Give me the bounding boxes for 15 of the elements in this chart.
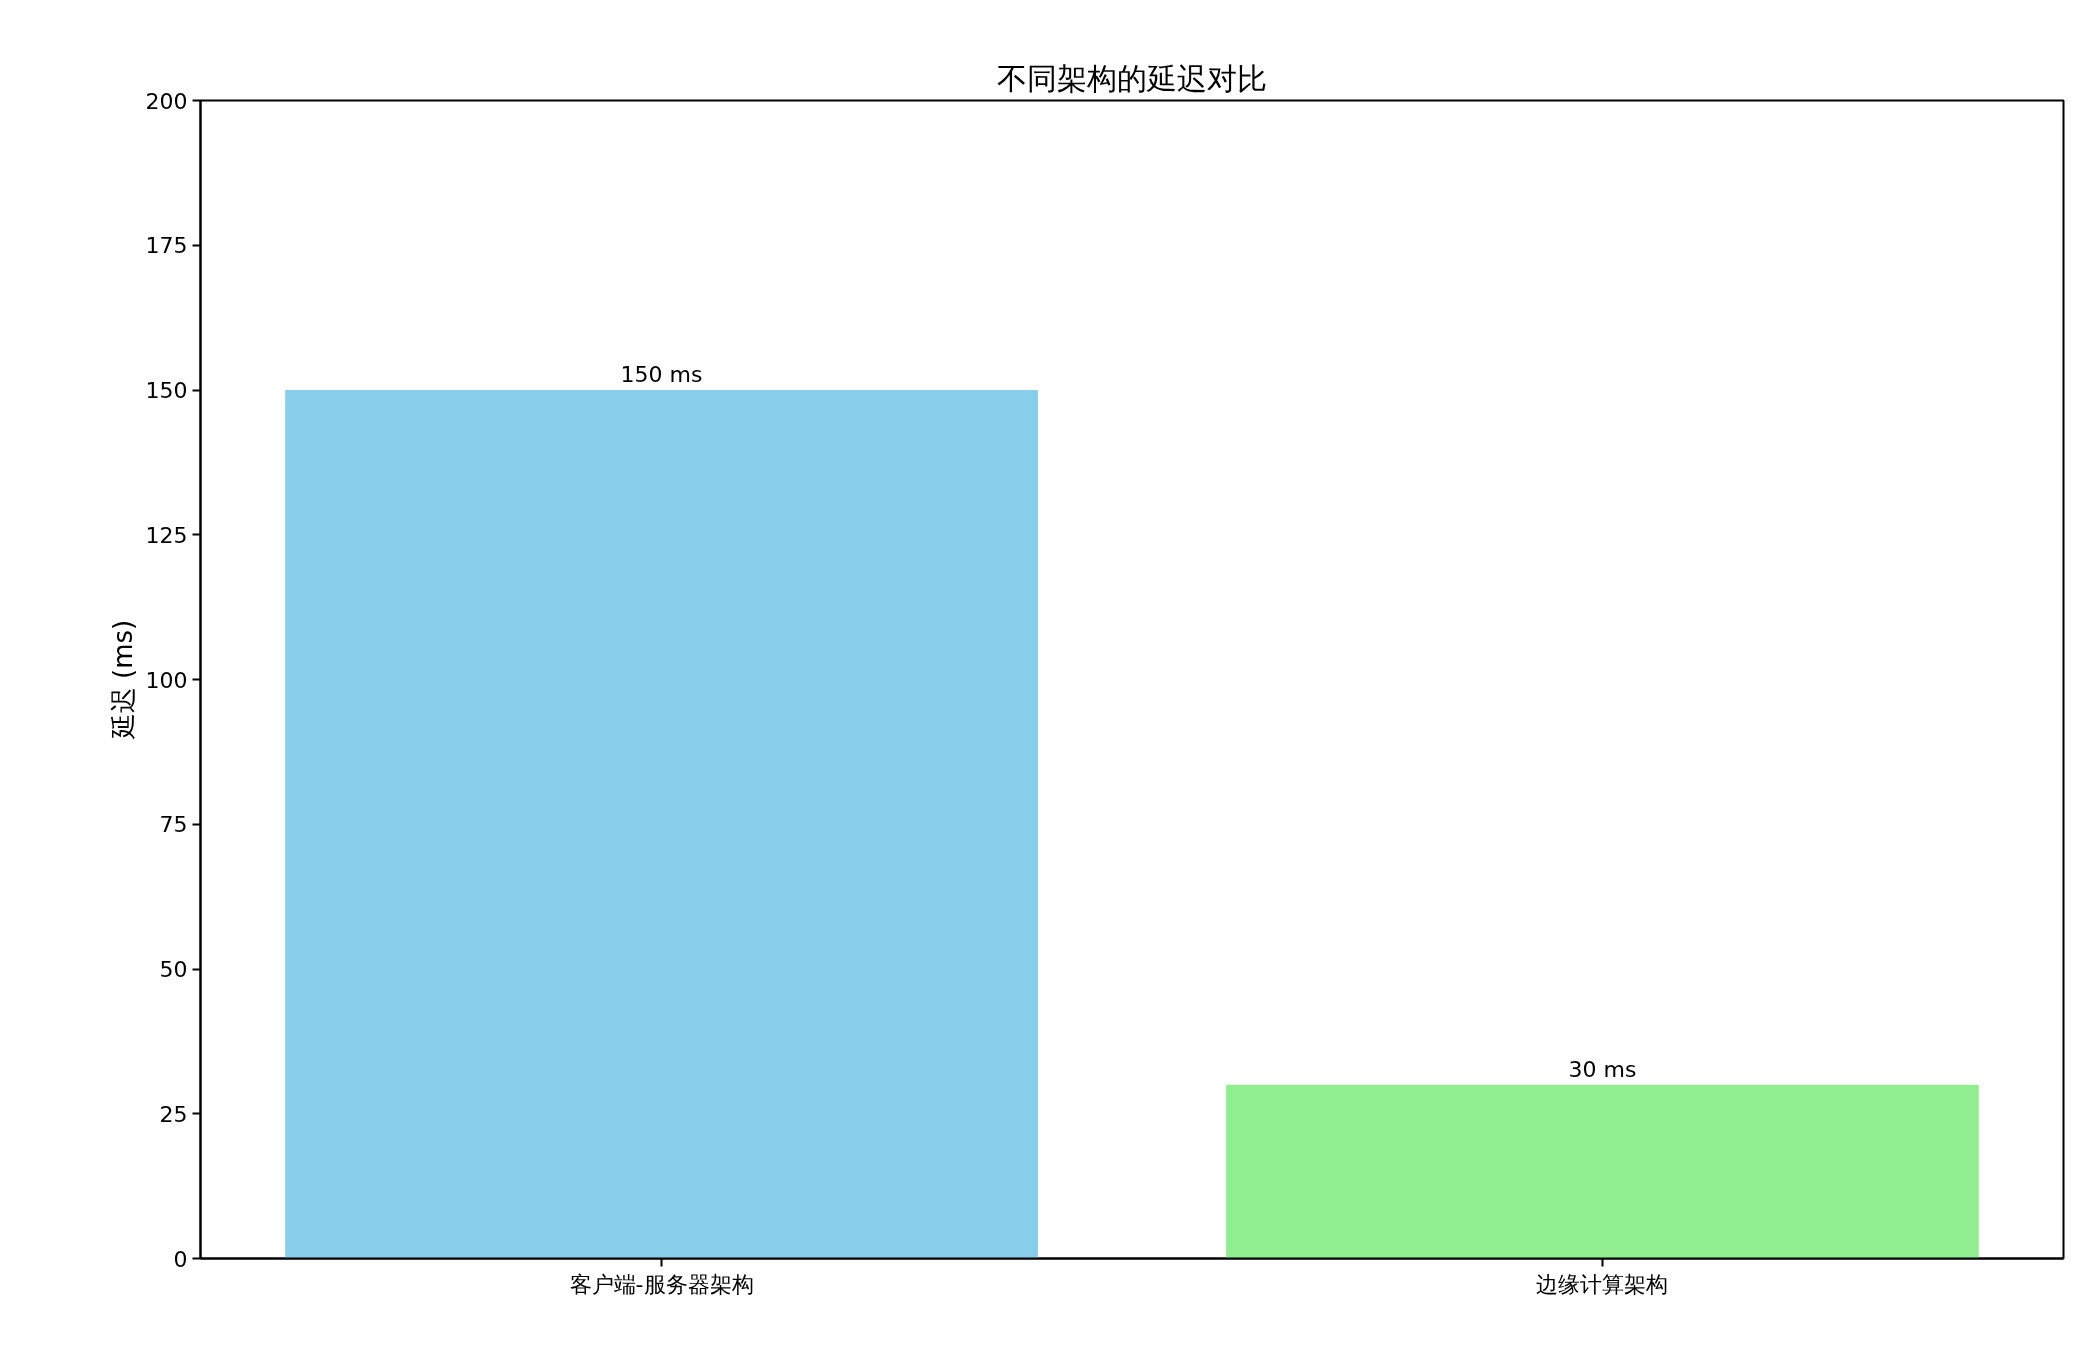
y-tick-label: 75 — [159, 812, 188, 838]
y-tick-label: 50 — [159, 957, 188, 982]
y-tick-label: 175 — [145, 233, 188, 259]
y-tick-label: 200 — [145, 88, 188, 114]
y-tick-label: 0 — [173, 1246, 188, 1272]
y-tick-label: 25 — [159, 1101, 188, 1127]
data-label: 150 ms — [620, 362, 703, 387]
x-tick-label: 客户端-服务器架构 — [569, 1271, 754, 1297]
data-label: 30 ms — [1568, 1056, 1637, 1082]
y-tick-label: 150 — [145, 378, 188, 403]
chart-title: 不同架构的延迟对比 — [997, 60, 1267, 96]
y-tick-label: 100 — [145, 667, 188, 693]
y-tick-label: 125 — [145, 522, 188, 548]
x-tick-label: 边缘计算架构 — [1536, 1271, 1669, 1297]
y-axis-title: 延迟 (ms) — [107, 619, 138, 741]
